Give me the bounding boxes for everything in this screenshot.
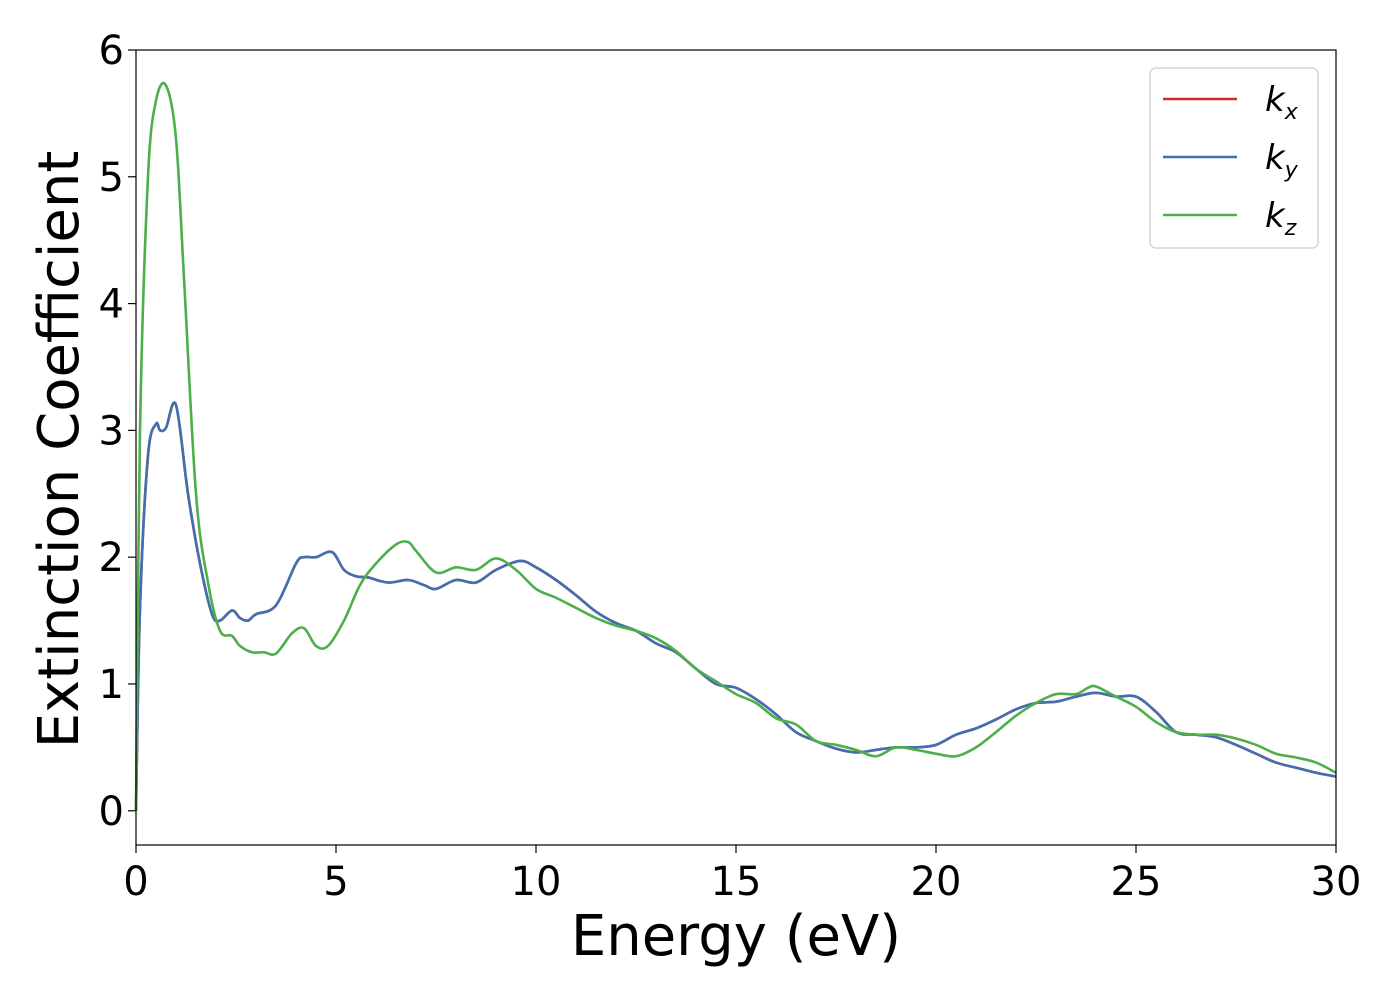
legend-label-subscript: z: [1284, 216, 1297, 241]
y-tick-label: 0: [99, 789, 124, 835]
legend-label-base: k: [1265, 80, 1286, 120]
legend-label-subscript: x: [1284, 100, 1299, 125]
legend-label-subscript: y: [1284, 158, 1299, 183]
legend-label-z: kz: [1265, 196, 1297, 241]
series-line-z: [134, 81, 1337, 811]
x-tick-label: 5: [323, 859, 348, 905]
x-tick-label: 10: [511, 859, 562, 905]
x-tick-label: 30: [1311, 859, 1362, 905]
x-tick-label: 15: [711, 859, 762, 905]
y-tick-label: 1: [99, 662, 124, 708]
y-tick-label: 5: [99, 155, 124, 201]
legend-label-y: ky: [1265, 138, 1299, 183]
plot-lines: [134, 81, 1337, 811]
x-tick-label: 0: [123, 859, 148, 905]
y-tick-label: 2: [99, 535, 124, 581]
legend-label-x: kx: [1265, 80, 1299, 125]
x-axis-ticks: 0 5 10 15 20 25 30: [123, 845, 1361, 905]
x-axis-title: Energy (eV): [571, 904, 901, 969]
y-tick-label: 3: [99, 408, 124, 454]
series-line-y: [134, 401, 1337, 811]
y-tick-label: 4: [99, 282, 124, 328]
x-tick-label: 20: [911, 859, 962, 905]
y-tick-label: 6: [99, 28, 124, 74]
y-axis-title: Extinction Coefficient: [27, 151, 92, 749]
y-axis-ticks: 0 1 2 3 4 5 6: [99, 28, 136, 835]
legend-label-base: k: [1265, 196, 1286, 236]
x-tick-label: 25: [1111, 859, 1162, 905]
legend-label-base: k: [1265, 138, 1286, 178]
